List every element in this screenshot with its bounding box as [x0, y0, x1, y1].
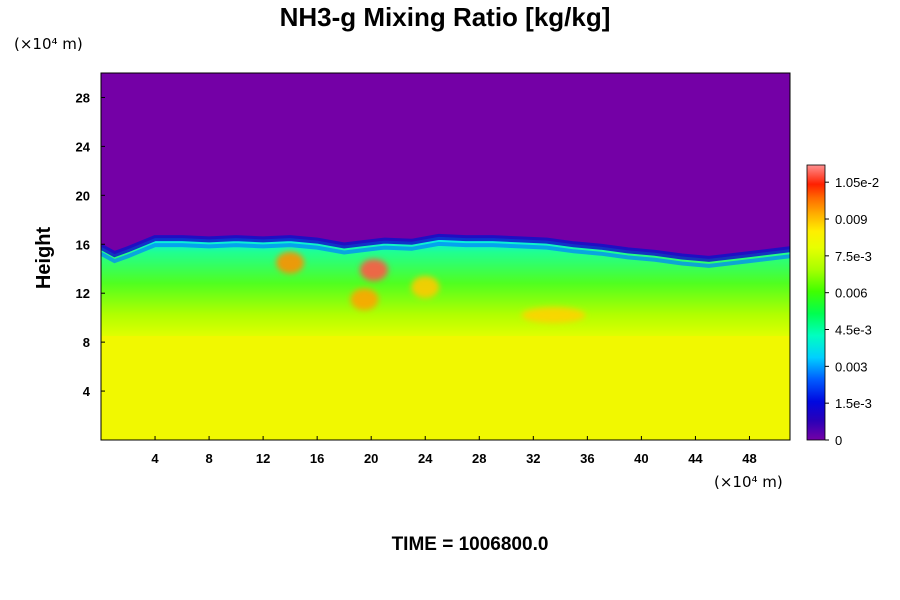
y-tick-label: 28	[76, 90, 90, 105]
chart-title: NH3-g Mixing Ratio [kg/kg]	[280, 2, 611, 32]
x-axis-ticks: 4 8 12 16 20 24 28 32 36 40 44 48	[151, 436, 757, 466]
colorbar-tick-label: 0.006	[835, 286, 868, 301]
colorbar-tick-label: 0.003	[835, 359, 868, 374]
y-axis-ticks: 4 8 12 16 20 24 28	[76, 90, 105, 399]
y-tick-label: 24	[76, 139, 91, 154]
colorbar	[806, 164, 826, 441]
y-tick-label: 16	[76, 237, 90, 252]
colorbar-tick-label: 1.5e-3	[835, 396, 872, 411]
y-tick-label: 4	[83, 384, 91, 399]
colorbar-tick-label: 0	[835, 433, 842, 448]
x-unit-label: (×10⁴ m)	[714, 473, 783, 491]
colorbar-tick-label: 0.009	[835, 212, 868, 227]
x-tick-label: 20	[364, 451, 378, 466]
colorbar-ticks: 0 1.5e-3 0.003 4.5e-3 0.006 7.5e-3 0.009 1.05e-…	[825, 175, 879, 448]
x-tick-label: 4	[151, 451, 159, 466]
x-tick-label: 28	[472, 451, 486, 466]
x-tick-label: 8	[205, 451, 212, 466]
x-tick-label: 12	[256, 451, 270, 466]
hotspot	[350, 288, 379, 311]
hotspots	[276, 251, 586, 324]
y-tick-label: 8	[83, 335, 90, 350]
x-tick-label: 48	[742, 451, 756, 466]
x-tick-label: 44	[688, 451, 703, 466]
hotspot	[521, 307, 586, 324]
y-unit-label: (×10⁴ m)	[14, 35, 83, 53]
colorbar-tick-label: 7.5e-3	[835, 249, 872, 264]
x-tick-label: 24	[418, 451, 433, 466]
hotspot	[359, 258, 388, 281]
x-tick-label: 40	[634, 451, 648, 466]
colorbar-tick-label: 4.5e-3	[835, 323, 872, 338]
mixed-layer	[101, 236, 790, 341]
time-label: TIME = 1006800.0	[392, 534, 549, 555]
plot-frame	[100, 72, 791, 441]
cloud-top-edge	[101, 233, 790, 262]
x-tick-label: 16	[310, 451, 324, 466]
heatmap-plot-area	[101, 73, 790, 440]
hotspot	[411, 276, 440, 299]
x-tick-label: 32	[526, 451, 540, 466]
cloud-top-edge-inner	[101, 241, 790, 268]
y-axis-label: Height	[33, 227, 55, 290]
x-tick-label: 36	[580, 451, 594, 466]
hotspot	[276, 251, 305, 274]
y-tick-label: 20	[76, 188, 90, 203]
y-tick-label: 12	[76, 286, 90, 301]
lower-layer	[101, 336, 790, 440]
colorbar-tick-label: 1.05e-2	[835, 175, 879, 190]
